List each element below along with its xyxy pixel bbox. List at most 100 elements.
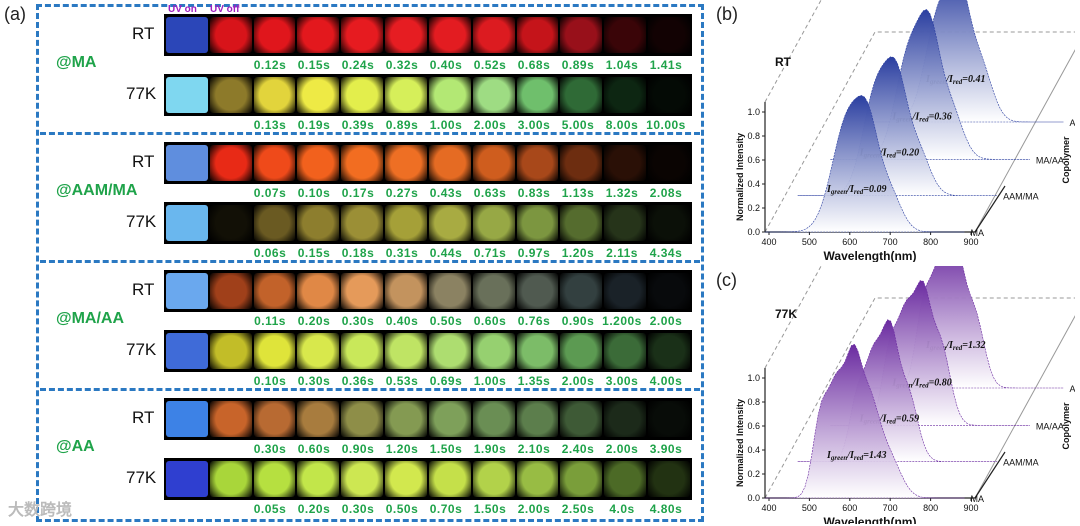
afterglow-sample — [648, 461, 690, 497]
afterglow-sample — [428, 17, 471, 53]
afterglow-sample — [516, 77, 559, 113]
time-label: 0.39s — [341, 118, 375, 132]
afterglow-sample — [341, 145, 384, 181]
time-label: 4.00s — [649, 374, 683, 388]
afterglow-sample — [604, 461, 647, 497]
time-label: 0.30s — [297, 374, 331, 388]
afterglow-sample — [472, 17, 515, 53]
x-tick-label: 800 — [923, 503, 938, 513]
time-label: 0.20s — [297, 314, 331, 328]
y-tick-label: 0.2 — [747, 203, 760, 213]
time-label: 0.40s — [429, 58, 463, 72]
time-label: 3.90s — [649, 442, 683, 456]
afterglow-sample — [209, 77, 252, 113]
time-label: 0.27s — [385, 186, 419, 200]
time-label: 0.11s — [254, 314, 286, 328]
time-label: 0.24s — [341, 58, 375, 72]
afterglow-sample — [648, 333, 690, 369]
afterglow-sample — [604, 401, 647, 437]
group-label: @AAM/MA — [56, 182, 138, 199]
afterglow-sample — [253, 461, 296, 497]
time-label: 10.00s — [646, 118, 686, 132]
afterglow-sample — [385, 401, 427, 437]
afterglow-sample — [516, 461, 559, 497]
time-label: 4.80s — [649, 502, 683, 516]
time-label: 0.60s — [473, 314, 507, 328]
depth-guide — [974, 49, 1075, 233]
afterglow-sample — [560, 333, 603, 369]
time-label: 0.43s — [429, 186, 463, 200]
y-tick-label: 0.0 — [747, 493, 760, 503]
time-label: 1.00s — [473, 374, 507, 388]
x-axis-label: Wavelength(nm) — [824, 515, 917, 524]
afterglow-sample — [385, 461, 427, 497]
time-label: 1.13s — [561, 186, 595, 200]
x-tick-label: 900 — [963, 237, 978, 247]
panel-c-chart: 400 500 600 700 800 900 0.0 0.2 0.4 0.6 0.8 1.0 Wave… — [735, 266, 1075, 524]
panel-c-letter: (c) — [716, 270, 737, 290]
z-axis-label: Copolymer — [1061, 402, 1071, 450]
time-label: 0.89s — [561, 58, 595, 72]
time-label: 1.35s — [517, 374, 551, 388]
time-label: 0.69s — [429, 374, 463, 388]
time-label: 0.18s — [341, 246, 375, 260]
time-label: 3.00s — [517, 118, 551, 132]
x-tick-label: 400 — [761, 503, 776, 513]
series-label: MA/AA — [1036, 155, 1064, 165]
afterglow-sample — [385, 333, 427, 369]
afterglow-sample — [341, 205, 384, 241]
group-divider — [40, 388, 700, 391]
afterglow-sample — [341, 273, 384, 309]
afterglow-sample — [428, 333, 471, 369]
time-label: 2.08s — [649, 186, 683, 200]
time-label: 0.50s — [385, 502, 419, 516]
y-tick-label: 0.2 — [747, 469, 760, 479]
time-label: 0.15s — [297, 58, 331, 72]
condition-label: RT — [132, 280, 155, 299]
afterglow-sample — [209, 273, 252, 309]
condition-label: RT — [132, 408, 155, 427]
x-tick-label: 600 — [842, 237, 857, 247]
uv-on-sample — [166, 145, 208, 181]
time-label: 1.20s — [385, 442, 419, 456]
uv-on-sample — [166, 273, 208, 309]
afterglow-sample — [560, 145, 603, 181]
afterglow-sample — [560, 205, 603, 241]
time-row: 0.30s 0.60s 0.90s 1.20s 1.50s 1.90s 2.10s 2.40s… — [248, 442, 688, 456]
panel-b-letter: (b) — [716, 4, 738, 24]
uv-on-sample — [166, 401, 208, 437]
time-label: 2.00s — [561, 374, 595, 388]
condition-label: 77K — [126, 468, 157, 487]
afterglow-sample — [209, 461, 252, 497]
series-label: AAM/MA — [1003, 458, 1039, 468]
group-label: @AA — [56, 438, 95, 455]
afterglow-sample — [516, 17, 559, 53]
afterglow-sample — [604, 17, 647, 53]
y-axis-label: Normalized Intensity — [735, 399, 745, 487]
time-label: 8.00s — [605, 118, 639, 132]
afterglow-sample — [472, 401, 515, 437]
time-row: 0.07s 0.10s 0.17s 0.27s 0.43s 0.63s 0.83s 1.13s… — [248, 186, 688, 200]
uv-on-sample — [166, 461, 208, 497]
y-tick-label: 0.8 — [747, 131, 760, 141]
sample-image-strip — [164, 330, 692, 372]
time-label: 0.53s — [385, 374, 419, 388]
afterglow-sample — [209, 17, 252, 53]
afterglow-sample — [253, 401, 296, 437]
afterglow-sample — [253, 205, 296, 241]
afterglow-sample — [253, 77, 296, 113]
time-label: 0.20s — [297, 502, 331, 516]
sample-image-strip — [164, 270, 692, 312]
series-label: AA — [1070, 118, 1076, 128]
depth-guide — [764, 266, 822, 369]
afterglow-sample — [516, 145, 559, 181]
sample-image-strip — [164, 14, 692, 56]
afterglow-sample — [341, 461, 384, 497]
afterglow-sample — [604, 145, 647, 181]
sample-image-strip — [164, 458, 692, 500]
afterglow-sample — [516, 273, 559, 309]
afterglow-sample — [648, 205, 690, 241]
time-label: 0.90s — [341, 442, 375, 456]
afterglow-sample — [385, 273, 427, 309]
z-axis — [974, 185, 1006, 233]
